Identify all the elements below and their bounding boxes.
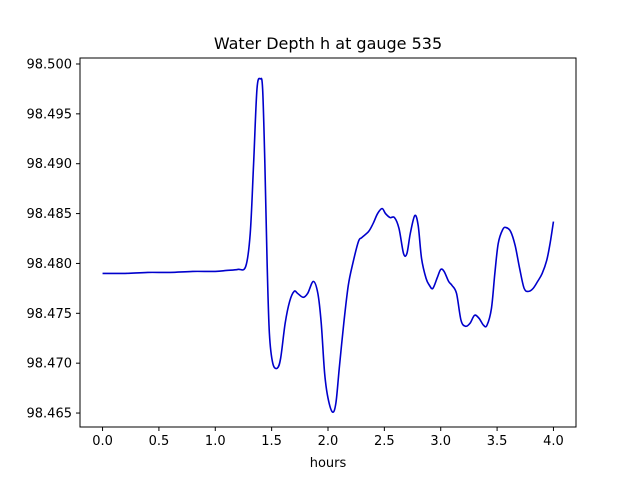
series-layer [102,77,555,413]
x-tick-label: 4.0 [543,434,564,449]
x-axis-label: hours [310,456,347,471]
plot-frame [79,57,577,428]
y-tick-label: 98.480 [27,257,73,272]
series-line-0 [102,77,555,413]
y-tick-label: 98.465 [27,407,73,422]
x-tick-label: 1.0 [205,434,226,449]
y-tick-label: 98.490 [27,157,73,172]
y-tick-label: 98.500 [27,57,73,72]
y-tick-label: 98.485 [27,207,73,222]
x-tick-label: 0.5 [149,434,170,449]
y-tick-label: 98.475 [27,307,73,322]
chart-title: Water Depth h at gauge 535 [214,34,442,53]
x-axis-ticks: 0.0 0.5 1.0 1.5 2.0 2.5 3.0 3.5 4.0 [92,427,564,449]
x-tick-label: 0.0 [92,434,113,449]
x-tick-label: 3.0 [430,434,451,449]
y-tick-label: 98.470 [27,357,73,372]
x-tick-label: 2.0 [318,434,339,449]
y-axis-ticks: 98.465 98.470 98.475 98.480 98.485 98.490 98.4… [27,57,80,422]
x-tick-label: 3.5 [487,434,508,449]
x-tick-label: 2.5 [374,434,395,449]
x-tick-label: 1.5 [261,434,282,449]
y-tick-label: 98.495 [27,107,73,122]
